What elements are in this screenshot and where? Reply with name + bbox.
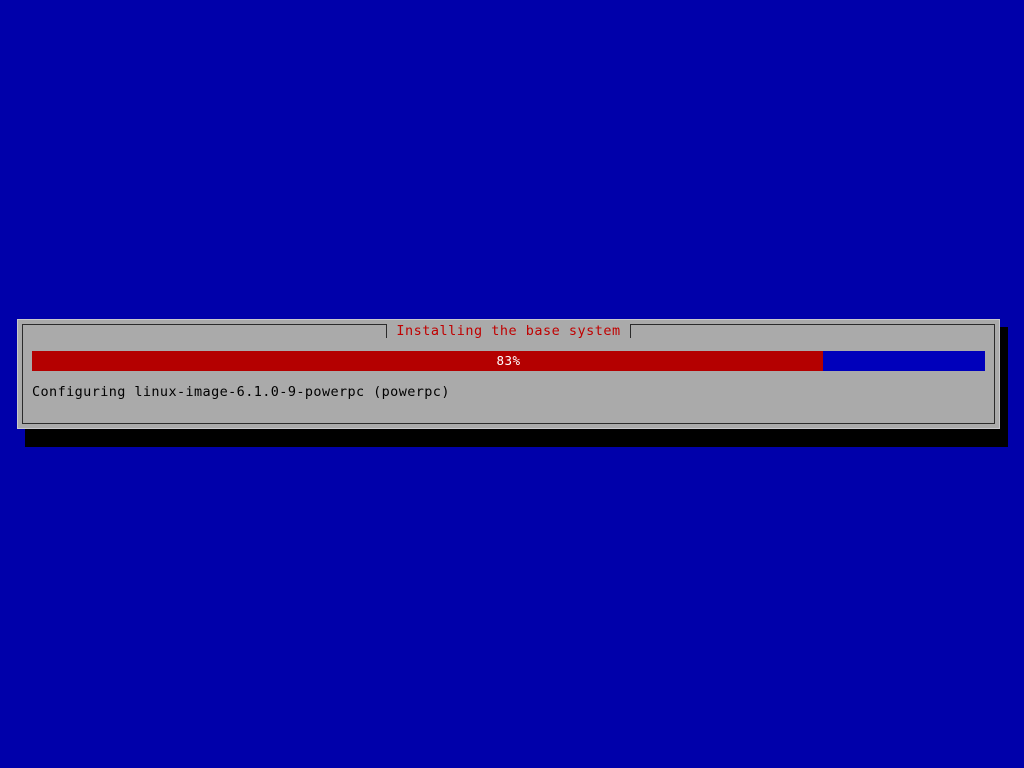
progress-dialog: Installing the base system 83% Configuri… [17,319,1000,429]
progress-bar-fill [32,351,823,371]
dialog-inner-border [22,324,995,424]
status-message: Configuring linux-image-6.1.0-9-powerpc … [32,384,450,400]
progress-percent-label: 83% [496,353,521,368]
progress-bar-track: 83% [32,351,985,371]
